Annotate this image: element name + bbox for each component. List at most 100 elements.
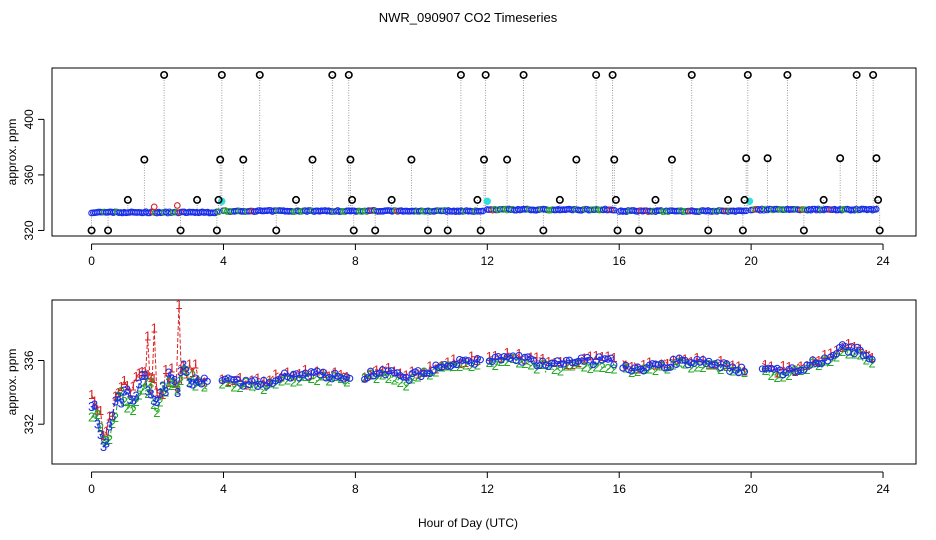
series-marker: 2 bbox=[741, 365, 748, 380]
series-marker bbox=[251, 376, 259, 384]
series-marker: 2 bbox=[385, 371, 392, 386]
series-marker: 2 bbox=[147, 375, 154, 390]
series-marker: 2 bbox=[851, 347, 858, 362]
series-marker: 1 bbox=[569, 357, 576, 372]
series-marker: 1 bbox=[670, 352, 677, 367]
series-marker: 1 bbox=[135, 366, 142, 381]
series-marker bbox=[399, 373, 407, 381]
series-marker: 1 bbox=[379, 363, 386, 378]
series-marker: 1 bbox=[533, 350, 540, 365]
series-marker: 3 bbox=[127, 392, 134, 407]
series-marker bbox=[248, 377, 256, 385]
y-tick-label: 336 bbox=[22, 350, 36, 370]
series-marker: 2 bbox=[581, 360, 588, 375]
series-marker: 2 bbox=[290, 375, 297, 390]
series-marker: 1 bbox=[124, 378, 131, 393]
series-marker: 2 bbox=[127, 394, 134, 409]
series-marker: 2 bbox=[153, 405, 160, 420]
spike-point bbox=[819, 195, 828, 204]
series-marker bbox=[414, 367, 422, 375]
series-marker: 3 bbox=[153, 394, 160, 409]
spike-point bbox=[292, 195, 301, 204]
spike-point bbox=[651, 195, 660, 204]
series-marker: 1 bbox=[132, 369, 139, 384]
series-marker bbox=[687, 359, 695, 367]
spike-point bbox=[742, 154, 751, 163]
series-marker: 2 bbox=[168, 378, 175, 393]
series-marker: 3 bbox=[121, 384, 128, 399]
series-marker: 2 bbox=[165, 374, 172, 389]
series-marker: 2 bbox=[397, 375, 404, 390]
series-marker: 2 bbox=[593, 359, 600, 374]
series-marker: 1 bbox=[468, 349, 475, 364]
series-marker: 2 bbox=[869, 356, 876, 371]
series-marker: 1 bbox=[693, 350, 700, 365]
spike-point bbox=[555, 195, 564, 204]
series-marker: 1 bbox=[373, 363, 380, 378]
series-marker: 1 bbox=[144, 329, 151, 344]
series-marker: 1 bbox=[175, 297, 182, 312]
series-marker: 3 bbox=[100, 439, 107, 454]
series-marker: 2 bbox=[112, 410, 119, 425]
series-marker: 2 bbox=[699, 360, 706, 375]
spike-point bbox=[239, 155, 248, 164]
chart-title: NWR_090907 CO2 Timeseries bbox=[379, 10, 558, 25]
series-marker bbox=[405, 376, 413, 385]
series-marker bbox=[815, 360, 823, 368]
series-marker: 2 bbox=[177, 373, 184, 388]
x-tick-label: 20 bbox=[744, 482, 758, 496]
series-marker: 2 bbox=[230, 379, 237, 394]
series-marker: 1 bbox=[426, 359, 433, 374]
spike-point bbox=[610, 155, 619, 164]
series-marker: 1 bbox=[150, 371, 157, 386]
series-marker: 2 bbox=[124, 401, 131, 416]
series-marker: 3 bbox=[189, 376, 196, 391]
series-marker: 1 bbox=[845, 336, 852, 351]
series-marker: 3 bbox=[103, 436, 110, 451]
series-marker: 2 bbox=[774, 370, 781, 385]
series-marker: 3 bbox=[183, 364, 190, 379]
series-marker: 2 bbox=[88, 410, 95, 425]
series-marker: 2 bbox=[97, 420, 104, 435]
series-marker: 3 bbox=[165, 366, 172, 381]
series-spike bbox=[151, 328, 158, 394]
series-marker: 1 bbox=[503, 345, 510, 360]
x-tick-label: 4 bbox=[220, 254, 227, 268]
series-marker: 2 bbox=[201, 380, 208, 395]
spike-point bbox=[87, 226, 96, 235]
series-marker: 1 bbox=[88, 387, 95, 402]
spike-point bbox=[456, 70, 465, 79]
x-tick-label: 0 bbox=[88, 254, 95, 268]
spike-point bbox=[634, 226, 643, 235]
series-marker: 3 bbox=[91, 398, 98, 413]
series-marker: 2 bbox=[557, 363, 564, 378]
y-axis-label: approx. ppm bbox=[5, 119, 19, 186]
series-marker: 1 bbox=[171, 375, 178, 390]
spike-point bbox=[592, 70, 601, 79]
series-marker: 3 bbox=[115, 389, 122, 404]
series-marker: 1 bbox=[779, 358, 786, 373]
series-marker: 2 bbox=[693, 359, 700, 374]
series-marker bbox=[865, 355, 873, 363]
series-marker: 1 bbox=[192, 357, 199, 372]
series-marker: 3 bbox=[135, 377, 142, 392]
spike-point bbox=[308, 155, 317, 164]
x-tick-label: 0 bbox=[88, 482, 95, 496]
series-marker: 2 bbox=[628, 365, 635, 380]
series-marker: 1 bbox=[168, 360, 175, 375]
series-marker: 1 bbox=[127, 385, 134, 400]
series-marker bbox=[672, 360, 680, 369]
series-marker bbox=[491, 353, 499, 361]
series-marker: 3 bbox=[174, 385, 181, 400]
series-marker: 1 bbox=[121, 373, 128, 388]
series-marker: 1 bbox=[762, 357, 769, 372]
series-marker: 1 bbox=[498, 351, 505, 366]
series-marker: 1 bbox=[195, 372, 202, 387]
series-marker: 2 bbox=[652, 363, 659, 378]
series-marker bbox=[304, 373, 312, 381]
series-marker: 2 bbox=[503, 354, 510, 369]
series-marker bbox=[562, 356, 570, 364]
red-point bbox=[173, 202, 181, 209]
series-line bbox=[91, 347, 873, 442]
